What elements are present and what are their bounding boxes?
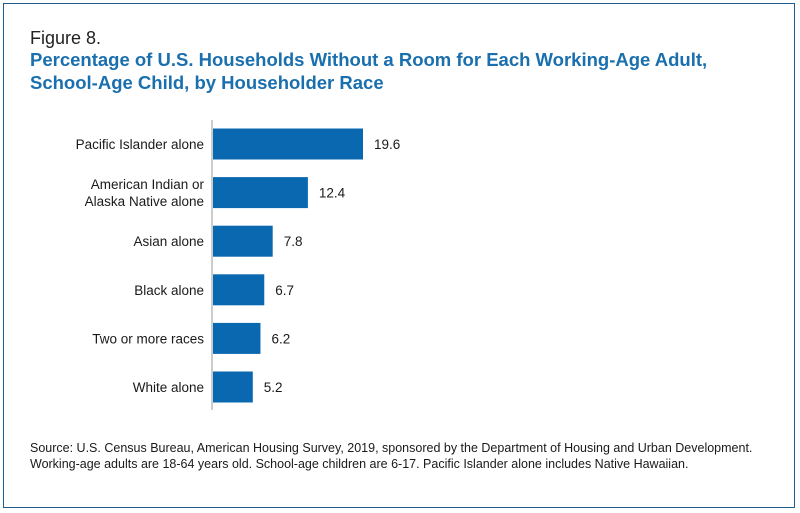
figure-label: Figure 8.: [30, 28, 102, 48]
category-label: Black alone: [134, 283, 204, 298]
value-label: 7.8: [284, 234, 303, 249]
bar: [213, 177, 308, 209]
value-label: 6.7: [275, 283, 294, 298]
bar: [213, 274, 265, 306]
value-label: 19.6: [374, 137, 400, 152]
figure-frame: [3, 3, 795, 508]
category-label: Pacific Islander alone: [76, 137, 204, 152]
bar: [213, 225, 273, 257]
bar: [213, 128, 363, 160]
category-label: Asian alone: [133, 234, 204, 249]
category-label: American Indian or: [91, 177, 205, 192]
category-label: Alaska Native alone: [85, 194, 204, 209]
value-label: 5.2: [264, 380, 283, 395]
category-label: White alone: [133, 380, 204, 395]
category-label: Two or more races: [92, 331, 204, 346]
source-note: Source: U.S. Census Bureau, American Hou…: [30, 441, 753, 471]
value-label: 6.2: [271, 331, 290, 346]
bar: [213, 322, 261, 354]
value-label: 12.4: [319, 186, 346, 201]
chart-title: Percentage of U.S. Households Without a …: [30, 49, 708, 93]
bar: [213, 371, 253, 403]
